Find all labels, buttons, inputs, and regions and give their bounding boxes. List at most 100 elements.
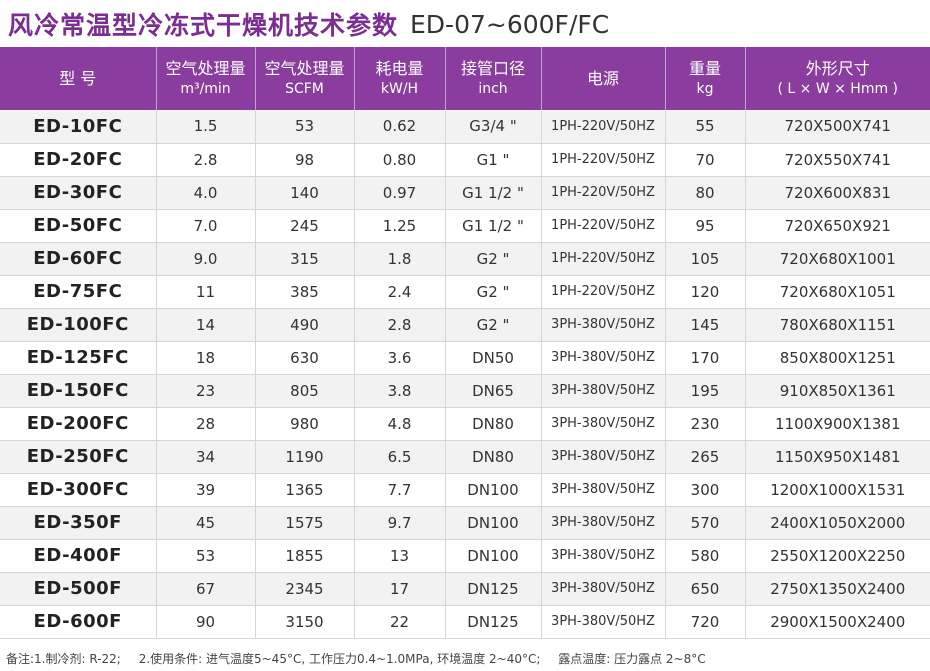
table-row: ED-100FC 14 490 2.8 G2 " 3PH-380V/50HZ 145 780X… [0, 308, 930, 342]
table-cell: 4.8 [354, 407, 446, 441]
model-cell: ED-20FC [0, 143, 157, 177]
table-cell: 9.7 [354, 506, 446, 540]
table-cell: 140 [255, 176, 355, 210]
table-cell: 3PH-380V/50HZ [541, 539, 666, 573]
table-cell: 2.8 [156, 143, 256, 177]
table-cell: 34 [156, 440, 256, 474]
table-cell: DN100 [445, 473, 542, 507]
table-row: ED-20FC 2.8 98 0.80 G1 " 1PH-220V/50HZ 70 720X5… [0, 143, 930, 177]
table-cell: 145 [665, 308, 746, 342]
table-cell: 1190 [255, 440, 355, 474]
table-cell: 1100X900X1381 [745, 407, 930, 441]
table-cell: 980 [255, 407, 355, 441]
table-row: ED-200FC 28 980 4.8 DN80 3PH-380V/50HZ 230 1100… [0, 407, 930, 441]
column-header: 型 号 [0, 47, 157, 110]
table-cell: 105 [665, 242, 746, 276]
table-cell: DN100 [445, 539, 542, 573]
model-cell: ED-10FC [0, 110, 157, 144]
table-row: ED-600F 90 3150 22 DN125 3PH-380V/50HZ 720 2900… [0, 605, 930, 639]
table-cell: 6.5 [354, 440, 446, 474]
table-row: ED-250FC 34 1190 6.5 DN80 3PH-380V/50HZ 265 115… [0, 440, 930, 474]
column-header: 外形尺寸 ( L × W × Hmm ) [745, 47, 930, 110]
table-cell: 850X800X1251 [745, 341, 930, 375]
table-cell: G2 " [445, 308, 542, 342]
table-cell: 2750X1350X2400 [745, 572, 930, 606]
table-cell: 720X680X1051 [745, 275, 930, 309]
table-cell: G1 1/2 " [445, 176, 542, 210]
column-header-label: 空气处理量 [264, 59, 345, 78]
table-cell: 28 [156, 407, 256, 441]
table-cell: 490 [255, 308, 355, 342]
table-cell: 55 [665, 110, 746, 144]
table-cell: 1575 [255, 506, 355, 540]
column-header-label: 空气处理量 [165, 59, 246, 78]
note-dewpoint: 露点温度: 压力露点 2~8°C [558, 652, 706, 666]
table-cell: 2400X1050X2000 [745, 506, 930, 540]
table-cell: G1 1/2 " [445, 209, 542, 243]
table-cell: 2.4 [354, 275, 446, 309]
table-cell: 230 [665, 407, 746, 441]
column-header: 重量 kg [665, 47, 746, 110]
table-cell: 2550X1200X2250 [745, 539, 930, 573]
model-cell: ED-125FC [0, 341, 157, 375]
column-header: 耗电量 kW/H [354, 47, 446, 110]
column-header-unit: SCFM [285, 81, 324, 97]
table-cell: 3PH-380V/50HZ [541, 341, 666, 375]
model-cell: ED-200FC [0, 407, 157, 441]
column-header-label: 型 号 [59, 68, 97, 88]
page-title: 风冷常温型冷冻式干燥机技术参数 ED-07~600F/FC [8, 4, 609, 44]
table-cell: 0.80 [354, 143, 446, 177]
note-conditions: 2.使用条件: 进气温度5~45°C, 工作压力0.4~1.0MPa, 环境温度… [138, 652, 541, 666]
table-cell: 720X680X1001 [745, 242, 930, 276]
column-header-label: 耗电量 [375, 59, 424, 78]
table-cell: DN50 [445, 341, 542, 375]
table-cell: 3PH-380V/50HZ [541, 407, 666, 441]
table-cell: 630 [255, 341, 355, 375]
table-cell: 67 [156, 572, 256, 606]
table-cell: 53 [255, 110, 355, 144]
table-cell: 385 [255, 275, 355, 309]
model-cell: ED-150FC [0, 374, 157, 408]
table-row: ED-60FC 9.0 315 1.8 G2 " 1PH-220V/50HZ 105 720X… [0, 242, 930, 276]
table-cell: 2.8 [354, 308, 446, 342]
table-cell: 3150 [255, 605, 355, 639]
table-cell: 3PH-380V/50HZ [541, 374, 666, 408]
table-cell: 910X850X1361 [745, 374, 930, 408]
table-cell: 3PH-380V/50HZ [541, 473, 666, 507]
table-cell: 3.8 [354, 374, 446, 408]
table-cell: 120 [665, 275, 746, 309]
table-cell: 90 [156, 605, 256, 639]
model-cell: ED-500F [0, 572, 157, 606]
table-cell: 45 [156, 506, 256, 540]
spec-table: 型 号 空气处理量 m³/min 空气处理量 SCFM 耗电量 kW/H 接管口径 inch 电源… [0, 47, 930, 639]
table-cell: 1PH-220V/50HZ [541, 275, 666, 309]
table-cell: 170 [665, 341, 746, 375]
table-cell: 14 [156, 308, 256, 342]
column-header: 空气处理量 SCFM [255, 47, 355, 110]
table-cell: 1855 [255, 539, 355, 573]
model-cell: ED-600F [0, 605, 157, 639]
table-row: ED-75FC 11 385 2.4 G2 " 1PH-220V/50HZ 120 720X6… [0, 275, 930, 309]
table-row: ED-350F 45 1575 9.7 DN100 3PH-380V/50HZ 570 240… [0, 506, 930, 540]
table-cell: 265 [665, 440, 746, 474]
table-cell: 1150X950X1481 [745, 440, 930, 474]
table-cell: 1365 [255, 473, 355, 507]
table-cell: 315 [255, 242, 355, 276]
table-cell: 13 [354, 539, 446, 573]
table-cell: 18 [156, 341, 256, 375]
table-cell: 720X550X741 [745, 143, 930, 177]
table-row: ED-150FC 23 805 3.8 DN65 3PH-380V/50HZ 195 910X… [0, 374, 930, 408]
table-cell: 1PH-220V/50HZ [541, 110, 666, 144]
table-cell: 245 [255, 209, 355, 243]
table-cell: 1.25 [354, 209, 446, 243]
footnote: 备注:1.制冷剂: R-22; 2.使用条件: 进气温度5~45°C, 工作压力… [6, 650, 720, 667]
table-cell: 98 [255, 143, 355, 177]
table-cell: DN65 [445, 374, 542, 408]
table-cell: 7.0 [156, 209, 256, 243]
table-cell: 2345 [255, 572, 355, 606]
table-cell: 70 [665, 143, 746, 177]
model-cell: ED-250FC [0, 440, 157, 474]
title-model-range: ED-07~600F/FC [410, 9, 610, 39]
model-cell: ED-75FC [0, 275, 157, 309]
table-cell: 580 [665, 539, 746, 573]
